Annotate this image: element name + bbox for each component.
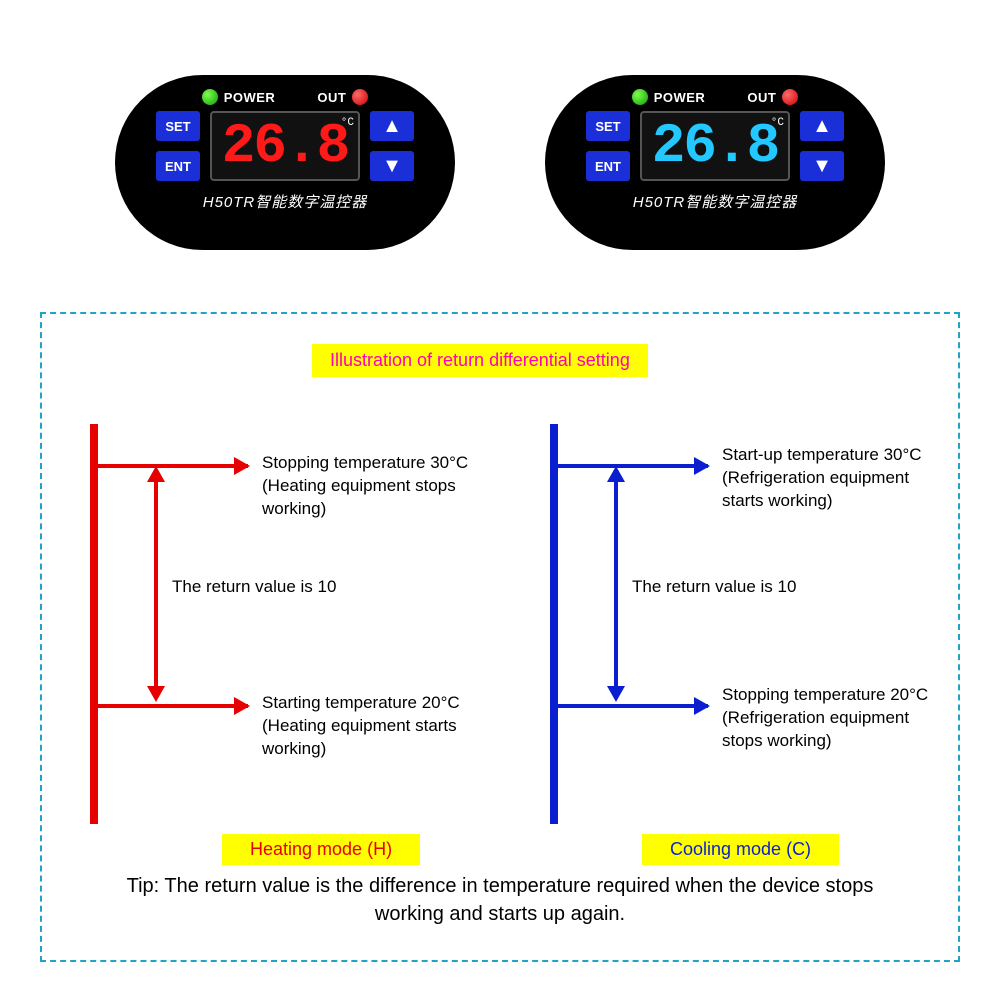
out-led-icon xyxy=(352,89,368,105)
cooling-top-arrow xyxy=(558,464,708,468)
model-label: H50TR智能数字温控器 xyxy=(633,191,798,212)
cooling-bot-arrow xyxy=(558,704,708,708)
temperature-value: 26.8 xyxy=(652,114,778,178)
unit-label: °C xyxy=(771,117,784,129)
led-row: POWER OUT xyxy=(202,89,369,105)
power-led-icon xyxy=(202,89,218,105)
right-btn-col: ▲ ▼ xyxy=(370,111,414,181)
temperature-display: 26.8 °C xyxy=(210,111,360,181)
heating-top-arrow xyxy=(98,464,248,468)
out-label: OUT xyxy=(747,90,776,105)
heating-top-text: Stopping temperature 30°C (Heating equip… xyxy=(262,452,502,521)
display-row: SET ENT 26.8 °C ▲ ▼ xyxy=(586,111,844,181)
heating-bot-arrow xyxy=(98,704,248,708)
cooling-mid-text: The return value is 10 xyxy=(632,576,796,599)
up-button[interactable]: ▲ xyxy=(800,111,844,141)
cooling-axis xyxy=(550,424,558,824)
heating-bot-text: Starting temperature 20°C (Heating equip… xyxy=(262,692,502,761)
temperature-display: 26.8 °C xyxy=(640,111,790,181)
left-btn-col: SET ENT xyxy=(156,111,200,181)
down-button[interactable]: ▼ xyxy=(370,151,414,181)
device-cooling: POWER OUT SET ENT 26.8 °C ▲ ▼ H50TR智能数字温… xyxy=(545,75,885,250)
out-label: OUT xyxy=(317,90,346,105)
unit-label: °C xyxy=(341,117,354,129)
ent-button[interactable]: ENT xyxy=(156,151,200,181)
heating-mode-label: Heating mode (H) xyxy=(222,834,420,865)
diagram-title: Illustration of return differential sett… xyxy=(312,344,648,377)
power-label: POWER xyxy=(224,90,276,105)
ent-button[interactable]: ENT xyxy=(586,151,630,181)
out-led-icon xyxy=(782,89,798,105)
cooling-top-text: Start-up temperature 30°C (Refrigeration… xyxy=(722,444,922,513)
diagram-box: Illustration of return differential sett… xyxy=(40,312,960,962)
device-heating: POWER OUT SET ENT 26.8 °C ▲ ▼ H50TR智能数字温… xyxy=(115,75,455,250)
cooling-mode-label: Cooling mode (C) xyxy=(642,834,839,865)
set-button[interactable]: SET xyxy=(586,111,630,141)
heating-mid-text: The return value is 10 xyxy=(172,576,336,599)
power-label: POWER xyxy=(654,90,706,105)
display-row: SET ENT 26.8 °C ▲ ▼ xyxy=(156,111,414,181)
model-label: H50TR智能数字温控器 xyxy=(203,191,368,212)
cooling-span-arrow xyxy=(614,480,618,688)
cooling-bot-text: Stopping temperature 20°C (Refrigeration… xyxy=(722,684,928,753)
left-btn-col: SET ENT xyxy=(586,111,630,181)
temperature-value: 26.8 xyxy=(222,114,348,178)
devices-row: POWER OUT SET ENT 26.8 °C ▲ ▼ H50TR智能数字温… xyxy=(0,0,1000,250)
cooling-diagram: Start-up temperature 30°C (Refrigeration… xyxy=(522,424,962,874)
heating-diagram: Stopping temperature 30°C (Heating equip… xyxy=(62,424,502,874)
heating-axis xyxy=(90,424,98,824)
down-button[interactable]: ▼ xyxy=(800,151,844,181)
power-led-icon xyxy=(632,89,648,105)
tip-text: Tip: The return value is the difference … xyxy=(42,872,958,928)
led-row: POWER OUT xyxy=(632,89,799,105)
up-button[interactable]: ▲ xyxy=(370,111,414,141)
set-button[interactable]: SET xyxy=(156,111,200,141)
heating-span-arrow xyxy=(154,480,158,688)
right-btn-col: ▲ ▼ xyxy=(800,111,844,181)
